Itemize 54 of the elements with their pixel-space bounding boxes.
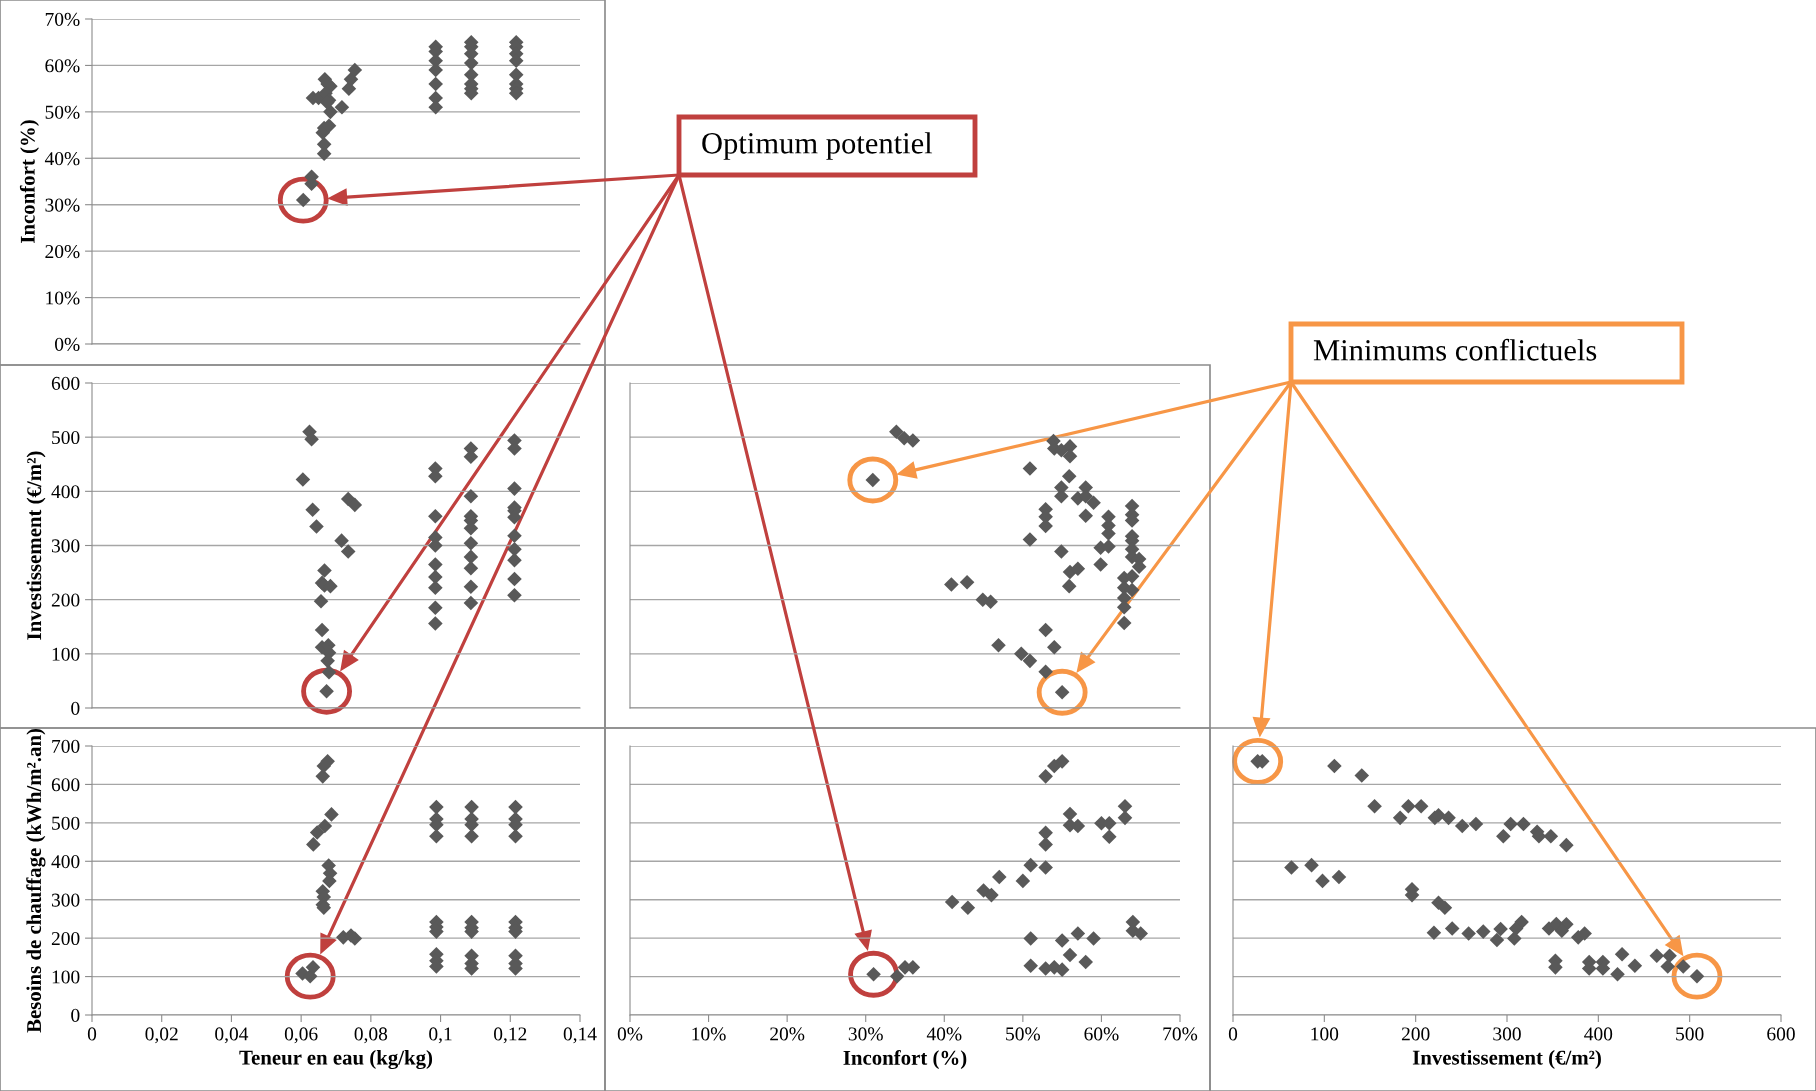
x-tick-label: 10% [692,1027,726,1041]
x-tick-label: 0,12 [494,1027,527,1044]
y-tick-label: 300 [51,893,80,907]
y-tick-label: 70% [45,12,80,26]
y-tick-label: 200 [51,931,80,946]
y-tick-label: 40% [44,152,80,166]
y-tick-label: 700 [52,739,80,753]
x-tick-label: 0% [617,1027,643,1041]
x-tick-label: 300 [1493,1027,1521,1041]
x-tick-label: 0 [1228,1027,1238,1041]
y-tick-label: 300 [51,539,80,553]
x-tick-label: 0,04 [215,1027,249,1044]
x-tick-label: 20% [770,1027,805,1041]
x-tick-label: 0,02 [145,1027,178,1044]
y-tick-label: 100 [52,647,80,661]
x-tick-label: 0,06 [284,1027,318,1044]
y-tick-label: 600 [51,778,80,792]
y-tick-label: 0 [71,701,80,715]
y-tick-label: 200 [51,593,80,607]
y-tick-label: 400 [51,485,80,499]
y-tick-label: 100 [52,970,80,984]
x-tick-label: 40% [926,1027,962,1041]
y-tick-label: 0% [55,337,80,351]
y-tick-label: 10% [46,291,80,305]
y-tick-label: 50% [45,105,80,119]
x-tick-label: 500 [1676,1027,1704,1041]
x-tick-label: 50% [1006,1027,1041,1041]
x-tick-label: 30% [848,1027,883,1041]
y-tick-label: 400 [51,855,80,869]
x-tick-label: 0 [87,1027,97,1041]
text: Minimums conflictuels [1313,338,1597,361]
text: Optimum potentiel [702,132,933,160]
y-tick-label: 60% [45,59,80,73]
y-axis-title: Investissement (€/m²) [26,451,46,640]
x-tick-label: 60% [1084,1027,1119,1041]
x-tick-label: 0,08 [354,1027,388,1044]
x-tick-label: 600 [1767,1027,1795,1041]
y-tick-label: 500 [52,430,80,445]
y-tick-label: 500 [52,816,80,830]
y-axis-title: Besoins de chauffage (kWh/m².an) [26,728,46,1033]
x-tick-label: 0,1 [429,1027,452,1044]
y-tick-label: 600 [51,376,80,390]
x-tick-label: 0,14 [563,1027,597,1044]
x-tick-label: 400 [1584,1027,1613,1041]
x-tick-label: 70% [1163,1027,1198,1041]
y-tick-label: 20% [45,244,80,259]
x-axis-title: Inconfort (%) [843,1049,967,1070]
y-axis-title: Inconfort (%) [19,120,39,243]
x-axis-title: Investissement (€/m²) [1412,1049,1601,1069]
x-axis-title: Teneur en eau (kg/kg) [239,1049,433,1070]
y-tick-label: 0 [71,1008,80,1022]
x-tick-label: 100 [1311,1027,1339,1041]
x-tick-label: 200 [1401,1027,1430,1041]
y-tick-label: 30% [45,198,80,212]
